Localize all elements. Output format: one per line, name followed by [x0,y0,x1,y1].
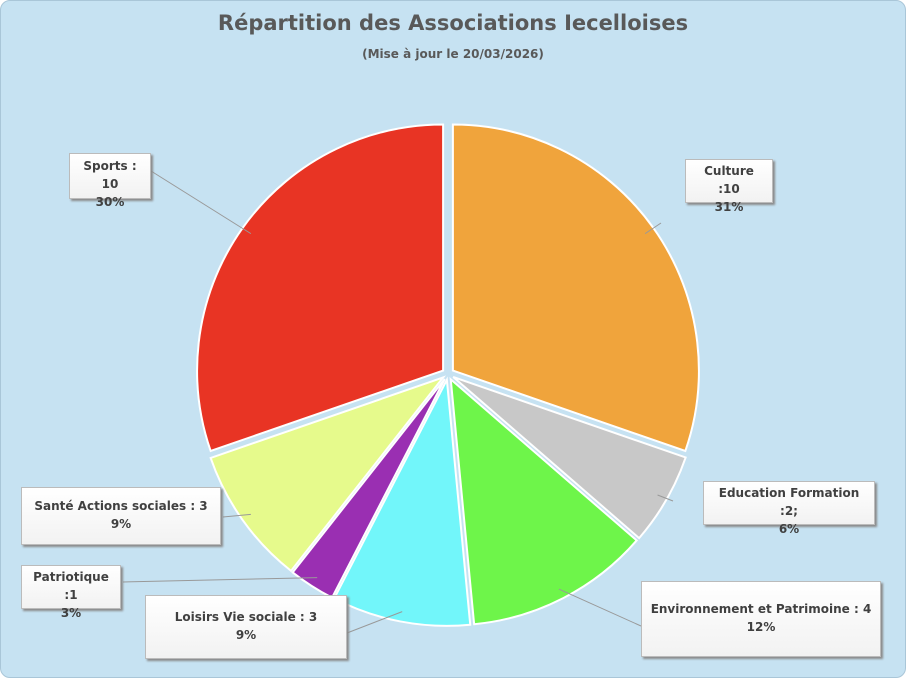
data-label: Education Formation :2; 6% [703,481,875,536]
data-label-name: Education Formation :2; [718,486,860,518]
pie-slice-sports [196,123,445,453]
data-label: Environnement et Patrimoine : 4 12% [641,581,881,657]
chart-title: Répartition des Associations Iecelloises [217,11,689,35]
data-label-name: Sports : 10 [83,159,137,191]
data-label-name: Santé Actions sociales : 3 [34,499,208,513]
data-label-percent: 9% [235,628,257,642]
data-label: Loisirs Vie sociale : 3 9% [145,595,347,659]
leader-line [122,577,318,583]
data-label-percent: 6% [778,522,800,536]
leader-line [644,222,662,235]
data-label: Santé Actions sociales : 3 9% [21,487,221,545]
data-label-name: Patriotique :1 [33,570,109,602]
pie-slice-environnement-et-patrimoine [449,376,639,626]
data-label-name: Culture :10 [704,164,754,196]
data-label-percent: 9% [110,517,132,531]
leader-line [558,588,642,627]
chart-subtitle: (Mise à jour le 20/03/2026) [362,47,544,61]
leader-line [150,170,252,235]
pie-slice-education-formation [452,376,687,540]
leader-line [346,611,403,634]
data-label-name: Environnement et Patrimoine : 4 [650,602,872,616]
data-label-percent: 12% [746,620,776,634]
data-label: Sports : 10 30% [69,153,151,209]
pie-slice-sant-actions-sociales [209,375,447,573]
leader-line [657,494,674,502]
data-label: Culture :10 31% [685,159,773,214]
data-label: Patriotique :1 3% [21,565,121,620]
data-label-percent: 30% [95,195,125,209]
data-label-percent: 31% [714,200,744,214]
data-label-name: Loisirs Vie sociale : 3 [174,610,318,624]
data-label-percent: 3% [60,606,82,620]
leader-line [222,513,251,518]
